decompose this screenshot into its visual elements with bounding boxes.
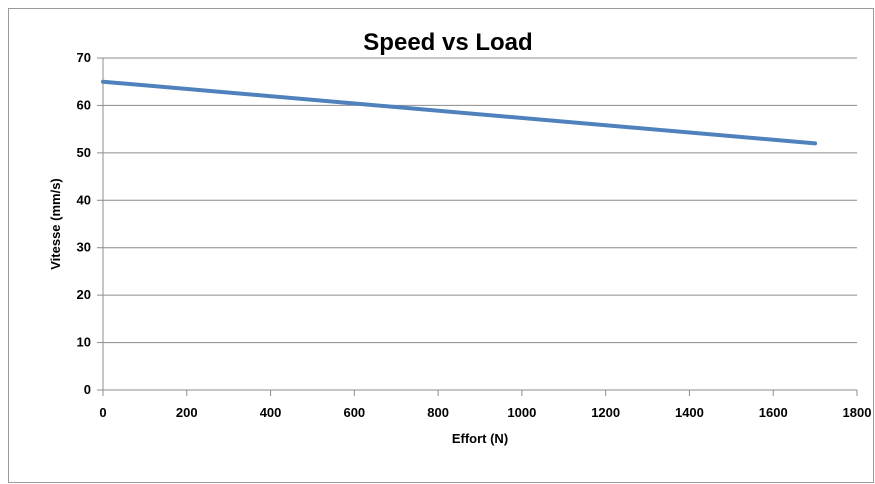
y-tick-label: 40 xyxy=(77,192,91,207)
y-tick-label: 30 xyxy=(77,240,91,255)
y-tick-label: 60 xyxy=(77,97,91,112)
chart-title: Speed vs Load xyxy=(363,29,532,56)
y-tick-label: 0 xyxy=(84,382,91,397)
x-tick-label: 1000 xyxy=(507,405,536,420)
x-tick-label: 0 xyxy=(99,405,106,420)
x-tick-label: 600 xyxy=(343,405,365,420)
tick-layer: 0 10 20 30 40 50 60 70 0 200 400 600 800 1000 1200 1400… xyxy=(77,50,872,420)
series-layer xyxy=(101,79,818,146)
axis-layer xyxy=(102,58,857,391)
x-tick-label: 800 xyxy=(427,405,449,420)
y-tick-label: 10 xyxy=(77,335,91,350)
x-tick-label: 1200 xyxy=(591,405,620,420)
y-tick-label: 50 xyxy=(77,145,91,160)
series-line xyxy=(101,79,818,146)
x-tick-label: 200 xyxy=(176,405,198,420)
y-tick-label: 70 xyxy=(77,50,91,65)
x-tick-label: 1400 xyxy=(675,405,704,420)
x-tick-label: 1600 xyxy=(759,405,788,420)
x-axis-label: Effort (N) xyxy=(452,431,508,446)
x-tick-label: 1800 xyxy=(843,405,872,420)
x-tick-label: 400 xyxy=(260,405,282,420)
grid-layer xyxy=(103,57,857,344)
y-tick-label: 20 xyxy=(77,287,91,302)
y-axis-label: Vitesse (mm/s) xyxy=(48,178,63,270)
